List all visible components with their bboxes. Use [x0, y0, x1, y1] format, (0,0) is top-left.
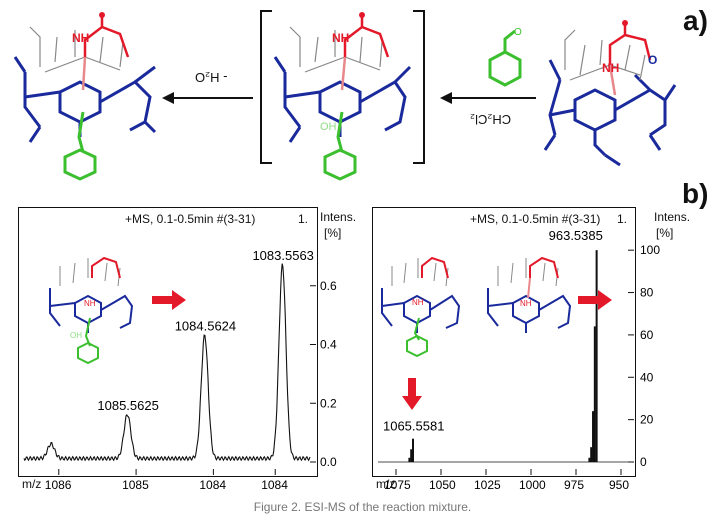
left-spectrum-header: +MS, 0.1-0.5min #(3-31) [125, 212, 256, 226]
right-ytick-label: 80 [640, 286, 654, 300]
reaction-arrow-2 [162, 92, 253, 104]
left-spectrum-yunit: [%] [324, 226, 342, 240]
figure-caption: Figure 2. ESI-MS of the reaction mixture… [253, 500, 472, 514]
right-spectrum-panel [372, 207, 636, 477]
right-peak-label: 963.5385 [549, 228, 603, 243]
left-spectrum-panel [18, 207, 318, 477]
product-imine-structure: NH [13, 12, 157, 181]
right-spectrum-corner-value: 1. [617, 212, 628, 226]
right-red-arrow-down [402, 378, 422, 410]
elimination-label: - H₂O [195, 70, 228, 85]
right-inset-molecule-1: NH [381, 256, 461, 358]
right-inset2-nh-label: NH [520, 299, 532, 308]
svg-text:O: O [514, 27, 522, 38]
left-inset-molecule: NH OH [49, 256, 134, 365]
left-xtick-label: 1085 [122, 478, 149, 492]
right-spectrum-yunit: [%] [656, 226, 674, 240]
left-xtick-label: 1086 [45, 478, 72, 492]
product-nh-label: NH [72, 31, 89, 45]
left-spectrum-corner-value: 1. [298, 212, 309, 226]
right-spectrum-plot: 0 20 40 60 80 100 950 975 1000 1025 1050 1075 963.53… [378, 228, 660, 492]
left-peak-label: 1083.5563 [252, 248, 313, 263]
phenylacetaldehyde-structure: O [488, 27, 522, 87]
solvent-label: CH₂Cl₂ [470, 112, 512, 127]
right-peak-label: 1065.5581 [383, 419, 444, 434]
left-spectrum-trace [23, 263, 311, 462]
left-inset-nh-label: NH [84, 299, 96, 308]
svg-text:O: O [648, 53, 657, 67]
right-spectrum-ylabel: Intens. [654, 210, 691, 224]
left-spectrum-ylabel: Intens. [320, 210, 357, 224]
svg-text:NH: NH [602, 61, 619, 75]
right-bracket [413, 10, 425, 164]
intermediate-hemiaminal-structure: NH OH [273, 12, 412, 181]
left-xtick-label: 1084 [199, 478, 226, 492]
right-xtick-label: 950 [609, 478, 629, 492]
panel-b-label: b) [682, 178, 709, 209]
starting-calixarene-structure: NH O [543, 20, 677, 167]
right-red-arrow-horizontal [578, 290, 612, 310]
left-peak-label: 1085.5625 [97, 398, 158, 413]
left-ytick-label: 0.6 [320, 279, 337, 293]
right-spectrum-header: +MS, 0.1-0.5min #(3-31) [470, 212, 601, 226]
intermediate-nh-label: NH [332, 31, 349, 45]
reaction-arrow-1 [440, 92, 536, 104]
right-ytick-label: 40 [640, 370, 654, 384]
right-ytick-label: 60 [640, 328, 654, 342]
left-peak-label: 1084.5624 [175, 319, 236, 334]
panel-a-label: a) [683, 5, 708, 36]
right-ytick-label: 20 [640, 413, 654, 427]
left-ytick-label: 0.0 [320, 455, 337, 469]
left-spectrum-plot: 0.0 0.2 0.4 0.6 1086 1085 1084 1084 1083.5563 108… [23, 248, 337, 492]
right-ytick-label: 0 [640, 455, 647, 469]
left-inset-oh-label: OH [70, 331, 82, 340]
right-xtick-label: 1000 [519, 478, 546, 492]
right-xtick-label: 975 [564, 478, 584, 492]
left-red-arrow [152, 290, 186, 310]
left-xtick-label: 1084 [261, 478, 288, 492]
right-xtick-label: 1050 [429, 478, 456, 492]
right-xtick-label: 1025 [474, 478, 501, 492]
left-ytick-label: 0.4 [320, 338, 337, 352]
left-ytick-label: 0.2 [320, 396, 337, 410]
right-xtick-label: 1075 [384, 478, 411, 492]
right-inset-molecule-2: NH [487, 256, 572, 333]
left-spectrum-xlabel: m/z [22, 477, 42, 491]
right-spectrum-xlabel: m/z [376, 477, 396, 491]
intermediate-oh-label: OH [320, 121, 337, 133]
right-inset1-nh-label: NH [412, 298, 424, 307]
right-ytick-label: 100 [640, 243, 660, 257]
left-bracket [260, 10, 272, 164]
